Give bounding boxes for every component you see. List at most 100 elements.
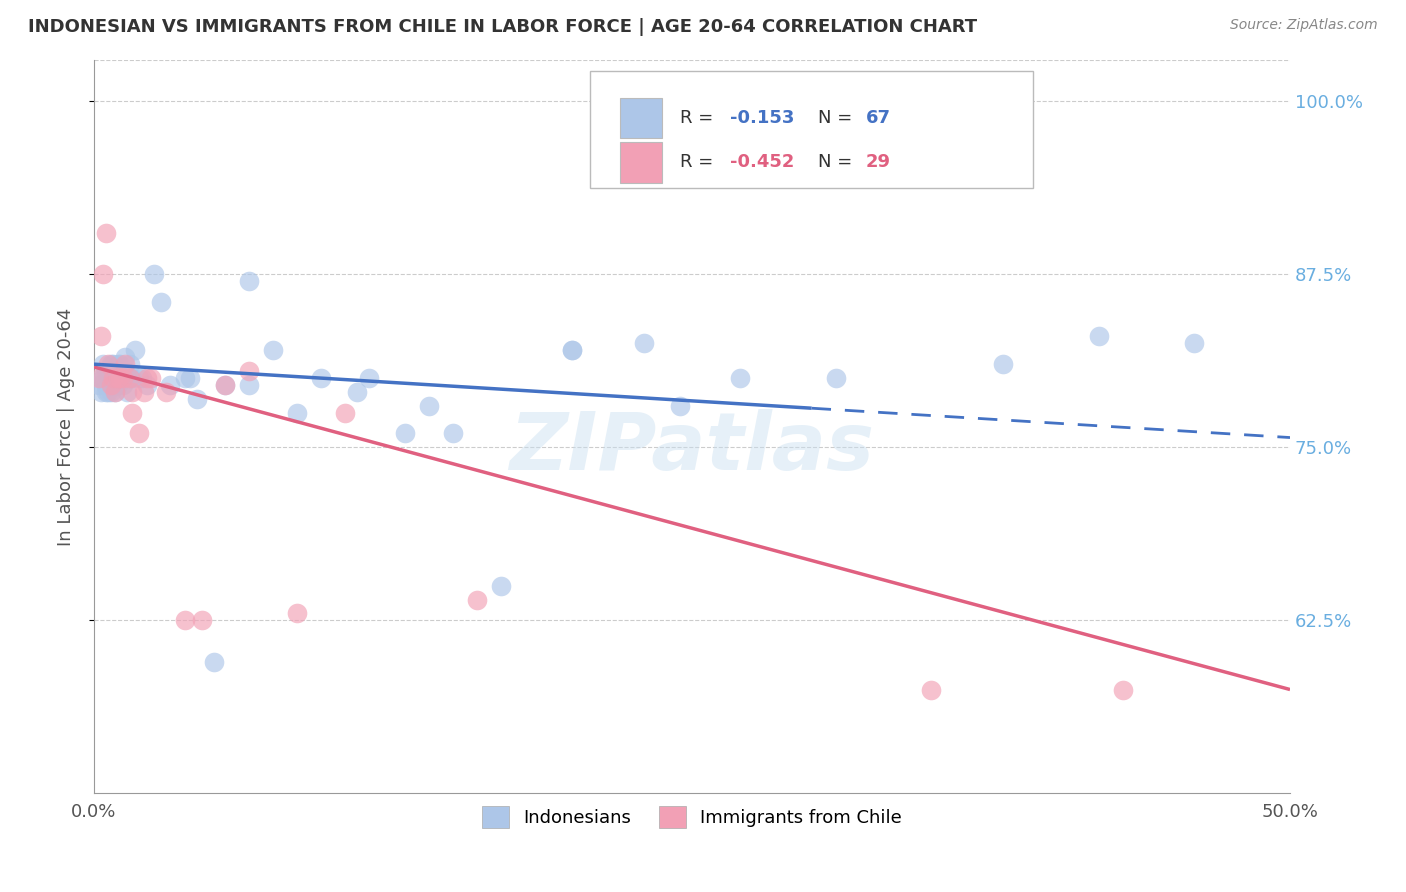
Point xyxy=(118,371,141,385)
Point xyxy=(346,384,368,399)
Point xyxy=(238,274,260,288)
Point xyxy=(101,357,124,371)
Text: N =: N = xyxy=(817,110,858,128)
Point xyxy=(179,371,201,385)
Point xyxy=(121,406,143,420)
Point xyxy=(121,371,143,385)
Point xyxy=(155,384,177,399)
Point xyxy=(97,357,120,371)
Point xyxy=(97,384,120,399)
Point xyxy=(561,343,583,358)
Point xyxy=(114,371,136,385)
Point xyxy=(101,371,124,385)
Text: N =: N = xyxy=(817,153,858,171)
Point xyxy=(633,336,655,351)
Point xyxy=(134,384,156,399)
Point xyxy=(101,371,124,385)
Point xyxy=(669,399,692,413)
Point xyxy=(561,343,583,358)
Point xyxy=(94,378,117,392)
Point xyxy=(214,378,236,392)
Point xyxy=(107,357,129,371)
Text: R =: R = xyxy=(681,153,718,171)
Point xyxy=(173,613,195,627)
Point xyxy=(107,371,129,385)
Point xyxy=(285,406,308,420)
Point xyxy=(124,343,146,358)
Point xyxy=(357,371,380,385)
Point xyxy=(93,357,115,371)
Legend: Indonesians, Immigrants from Chile: Indonesians, Immigrants from Chile xyxy=(475,799,910,836)
Point xyxy=(90,384,112,399)
Point xyxy=(135,371,157,385)
Point xyxy=(110,371,132,385)
Point xyxy=(309,371,332,385)
Point xyxy=(159,378,181,392)
Point xyxy=(97,371,120,385)
Point xyxy=(94,364,117,378)
Text: -0.153: -0.153 xyxy=(730,110,794,128)
Point xyxy=(142,267,165,281)
Point xyxy=(107,378,129,392)
Point xyxy=(333,406,356,420)
Point xyxy=(87,378,110,392)
Point xyxy=(418,399,440,413)
Point xyxy=(991,357,1014,371)
Point xyxy=(104,384,127,399)
Text: 29: 29 xyxy=(866,153,890,171)
FancyBboxPatch shape xyxy=(620,142,662,183)
Point xyxy=(101,378,124,392)
Point xyxy=(121,384,143,399)
Point xyxy=(128,371,150,385)
Point xyxy=(489,579,512,593)
Point xyxy=(87,371,110,385)
Text: Source: ZipAtlas.com: Source: ZipAtlas.com xyxy=(1230,18,1378,32)
Point xyxy=(285,607,308,621)
Point xyxy=(465,592,488,607)
Point xyxy=(101,364,124,378)
Point xyxy=(90,329,112,343)
Point xyxy=(824,371,846,385)
Point xyxy=(114,357,136,371)
Point xyxy=(1182,336,1205,351)
Point xyxy=(128,426,150,441)
Point xyxy=(238,364,260,378)
Point xyxy=(111,371,134,385)
Point xyxy=(441,426,464,441)
Point xyxy=(111,378,134,392)
FancyBboxPatch shape xyxy=(591,70,1033,188)
Text: R =: R = xyxy=(681,110,718,128)
Point xyxy=(1087,329,1109,343)
Point xyxy=(1111,682,1133,697)
Point xyxy=(117,384,139,399)
Point xyxy=(93,371,115,385)
Point xyxy=(97,371,120,385)
Point xyxy=(93,267,115,281)
Point xyxy=(394,426,416,441)
Point xyxy=(186,392,208,406)
Point xyxy=(100,357,122,371)
Point xyxy=(104,384,127,399)
Point xyxy=(117,371,139,385)
Point xyxy=(141,371,163,385)
Point xyxy=(202,655,225,669)
Point xyxy=(110,357,132,371)
FancyBboxPatch shape xyxy=(620,98,662,138)
Point xyxy=(262,343,284,358)
Point xyxy=(114,351,136,365)
Point xyxy=(94,384,117,399)
Point xyxy=(149,294,172,309)
Point xyxy=(173,371,195,385)
Point xyxy=(100,371,122,385)
Point xyxy=(920,682,942,697)
Text: 67: 67 xyxy=(866,110,890,128)
Point xyxy=(100,384,122,399)
Point xyxy=(238,378,260,392)
Point xyxy=(728,371,751,385)
Y-axis label: In Labor Force | Age 20-64: In Labor Force | Age 20-64 xyxy=(58,308,75,546)
Point xyxy=(118,357,141,371)
Point xyxy=(100,378,122,392)
Text: -0.452: -0.452 xyxy=(730,153,794,171)
Point xyxy=(104,371,127,385)
Text: ZIPatlas: ZIPatlas xyxy=(509,409,875,488)
